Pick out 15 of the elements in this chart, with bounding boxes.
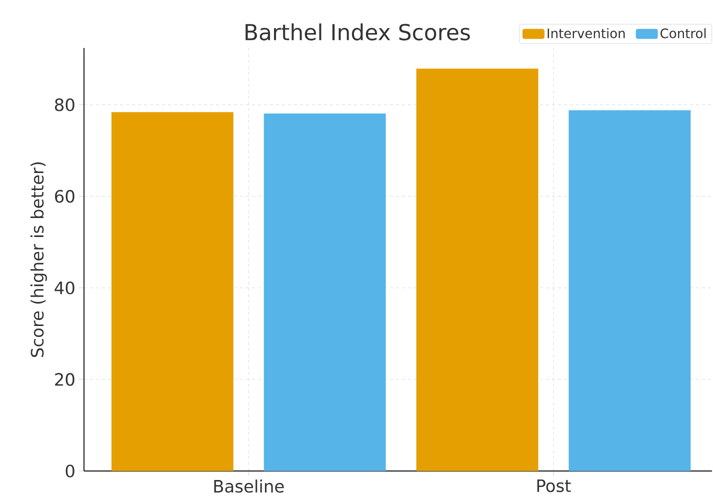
bar: [416, 68, 538, 471]
legend-label: Intervention: [548, 28, 625, 38]
bar: [568, 110, 691, 471]
y-axis-title: Score (higher is better): [30, 162, 47, 357]
y-tick-label: 0: [66, 464, 74, 478]
y-tick-label: 20: [55, 373, 74, 386]
bar: [264, 113, 386, 471]
y-tick-label: 60: [55, 190, 74, 203]
x-tick-label: Baseline: [214, 480, 284, 493]
y-tick-label: 80: [54, 98, 74, 112]
y-tick-label: 40: [54, 281, 74, 294]
x-tick-label: Post: [537, 480, 571, 492]
bar: [111, 112, 234, 471]
legend-label: Control: [660, 28, 706, 38]
chart-title: Barthel Index Scores: [246, 23, 470, 40]
